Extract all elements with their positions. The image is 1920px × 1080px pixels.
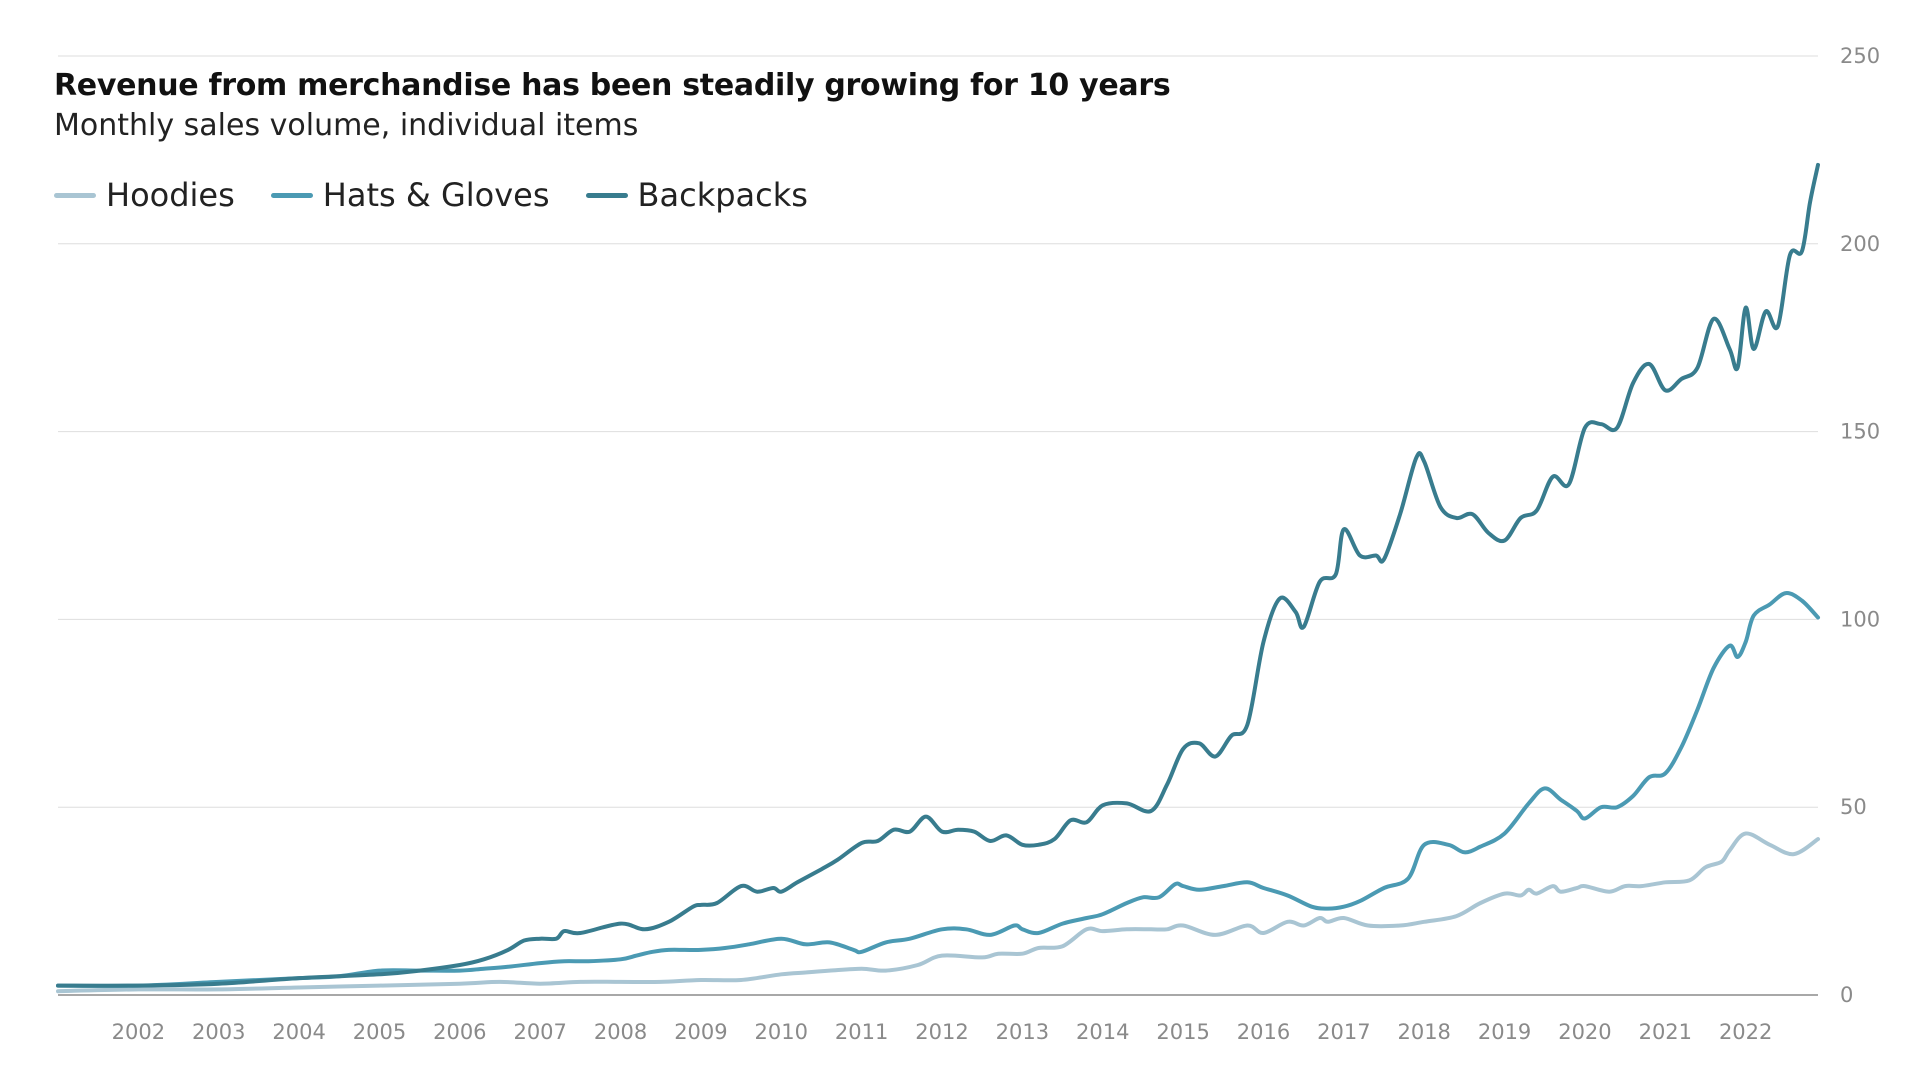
chart-subtitle: Monthly sales volume, individual items [54, 108, 639, 143]
x-tick-label-2018: 2018 [1397, 1020, 1450, 1044]
x-axis-ticks: 2002 2003 2004 2005 2006 2007 2008 2009 2010 2011… [112, 1020, 1773, 1044]
x-tick-label-2003: 2003 [192, 1020, 245, 1044]
legend-swatch-hats-gloves [270, 192, 313, 198]
y-tick-label-150: 150 [1840, 420, 1880, 444]
series-line-backpacks [56, 162, 1820, 988]
legend-label-hoodies: Hoodies [106, 176, 235, 214]
x-tick-label-2012: 2012 [915, 1020, 968, 1044]
x-tick-label-2007: 2007 [513, 1020, 566, 1044]
y-axis-ticks: 0 50 100 150 200 250 [1840, 44, 1880, 1007]
y-tick-label-250: 250 [1840, 44, 1880, 68]
x-tick-label-2013: 2013 [996, 1020, 1049, 1044]
legend-item-hats-gloves: Hats & Gloves [270, 176, 550, 214]
legend-swatch-hoodies [54, 192, 96, 198]
y-tick-label-200: 200 [1840, 232, 1880, 256]
y-tick-label-0: 0 [1840, 983, 1853, 1007]
x-tick-label-2021: 2021 [1639, 1020, 1692, 1044]
series-line-hats-gloves [56, 591, 1820, 988]
chart-legend: Hoodies Hats & Gloves Backpacks [54, 176, 844, 214]
chart-header: Revenue from merchandise has been steadi… [54, 66, 1654, 146]
legend-label-hats-gloves: Hats & Gloves [322, 176, 550, 214]
legend-item-backpacks: Backpacks [585, 176, 808, 214]
x-tick-label-2014: 2014 [1076, 1020, 1129, 1044]
x-tick-label-2017: 2017 [1317, 1020, 1370, 1044]
series-line-hoodies [56, 831, 1820, 994]
x-tick-label-2020: 2020 [1558, 1020, 1611, 1044]
x-tick-label-2011: 2011 [835, 1020, 888, 1044]
x-tick-label-2006: 2006 [433, 1020, 486, 1044]
x-tick-label-2002: 2002 [112, 1020, 165, 1044]
legend-swatch-backpacks [585, 192, 628, 198]
legend-item-hoodies: Hoodies [54, 176, 235, 214]
x-tick-label-2004: 2004 [272, 1020, 325, 1044]
y-tick-label-100: 100 [1840, 607, 1880, 631]
x-tick-label-2005: 2005 [353, 1020, 406, 1044]
x-tick-label-2019: 2019 [1478, 1020, 1531, 1044]
grid-lines [58, 55, 1818, 996]
series-lines [56, 162, 1820, 994]
x-tick-label-2016: 2016 [1237, 1020, 1290, 1044]
chart-title: Revenue from merchandise has been steadi… [54, 68, 1171, 103]
legend-label-backpacks: Backpacks [637, 176, 808, 214]
x-tick-label-2015: 2015 [1156, 1020, 1209, 1044]
x-tick-label-2010: 2010 [755, 1020, 808, 1044]
x-tick-label-2009: 2009 [674, 1020, 727, 1044]
x-tick-label-2022: 2022 [1719, 1020, 1772, 1044]
y-tick-label-50: 50 [1840, 795, 1867, 819]
x-tick-label-2008: 2008 [594, 1020, 647, 1044]
